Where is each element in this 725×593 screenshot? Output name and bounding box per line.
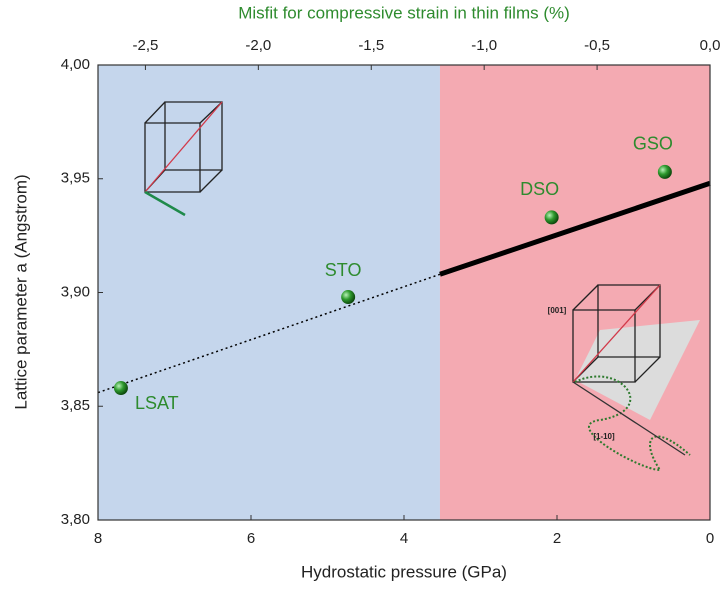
inset-label: [1-10] bbox=[593, 432, 615, 441]
x2-tick-label: -1,5 bbox=[358, 37, 384, 54]
y-tick-label: 3,95 bbox=[61, 170, 90, 187]
region bbox=[98, 65, 440, 520]
data-point bbox=[113, 381, 128, 396]
x-tick-label: 8 bbox=[94, 530, 102, 547]
y-tick-label: 3,80 bbox=[61, 511, 90, 528]
point-label: STO bbox=[325, 260, 362, 280]
y-tick-label: 3,85 bbox=[61, 397, 90, 414]
inset-label: [001] bbox=[548, 306, 567, 315]
y-tick-label: 4,00 bbox=[61, 56, 90, 73]
x2-tick-label: -0,5 bbox=[584, 37, 610, 54]
fit-line bbox=[97, 273, 441, 394]
y-tick-label: 3,90 bbox=[61, 283, 90, 300]
inset-cube-right bbox=[572, 284, 700, 472]
region bbox=[439, 65, 710, 520]
data-point bbox=[544, 210, 559, 225]
point-label: GSO bbox=[633, 134, 673, 154]
x-tick-label: 0 bbox=[706, 530, 714, 547]
inset-cube-left bbox=[144, 101, 223, 217]
fit-line bbox=[439, 180, 711, 277]
x2-tick-label: -2,0 bbox=[245, 37, 271, 54]
x2-axis-title: Misfit for compressive strain in thin fi… bbox=[238, 3, 570, 22]
point-label: LSAT bbox=[135, 393, 179, 413]
x-tick-label: 6 bbox=[247, 530, 255, 547]
x2-tick-label: 0,0 bbox=[700, 37, 721, 54]
plot-frame bbox=[97, 64, 711, 521]
x-tick-label: 2 bbox=[553, 530, 561, 547]
x-axis-title: Hydrostatic pressure (GPa) bbox=[301, 562, 507, 581]
plot: 8 6 4 2 0 -2,5 -2,0 -1,5 -1,0 -0,5 0,0 3,80 3,85 3,90… bbox=[61, 37, 721, 547]
x2-tick-label: -2,5 bbox=[132, 37, 158, 54]
data-point bbox=[657, 164, 672, 179]
x2-tick-label: -1,0 bbox=[471, 37, 497, 54]
point-label: DSO bbox=[520, 179, 559, 199]
y-axis-title: Lattice parameter a (Angstrom) bbox=[11, 174, 30, 409]
regions bbox=[98, 65, 710, 520]
x-tick-label: 4 bbox=[400, 530, 408, 547]
data-point bbox=[341, 290, 356, 305]
